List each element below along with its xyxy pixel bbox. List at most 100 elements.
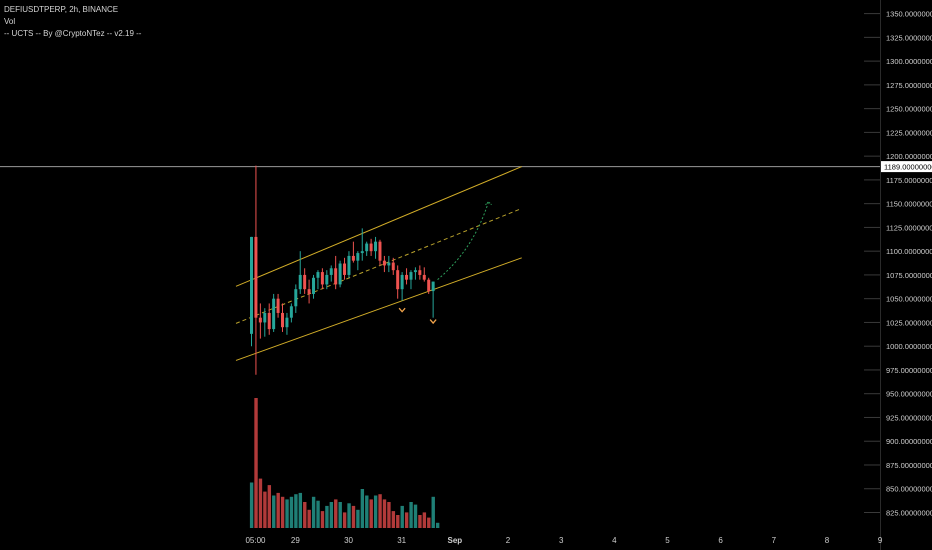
volume-bar xyxy=(360,489,365,528)
candle-body[interactable] xyxy=(427,279,431,292)
candle-body[interactable] xyxy=(405,274,409,280)
channel-upper-line[interactable] xyxy=(235,166,522,287)
y-tick-label: 1125.00000000 xyxy=(886,223,932,232)
volume-bar xyxy=(422,512,427,528)
candle-body[interactable] xyxy=(303,274,307,290)
candle-body[interactable] xyxy=(431,281,435,292)
candle-body[interactable] xyxy=(338,263,342,285)
candle-body[interactable] xyxy=(254,236,258,318)
volume-bar xyxy=(298,492,303,528)
candle-body[interactable] xyxy=(285,317,289,328)
candle-body[interactable] xyxy=(409,272,413,280)
y-tick-label: 1025.00000000 xyxy=(886,318,932,327)
candle-body[interactable] xyxy=(325,274,329,285)
x-tick-label: 5 xyxy=(665,536,670,545)
volume-bar xyxy=(391,511,396,528)
volume-bar xyxy=(258,478,263,528)
candle-body[interactable] xyxy=(320,272,324,285)
candle-body[interactable] xyxy=(351,255,355,261)
candle-body[interactable] xyxy=(382,260,386,266)
candle-body[interactable] xyxy=(250,236,253,334)
candle-body[interactable] xyxy=(281,312,285,328)
x-tick-label: 4 xyxy=(612,536,617,545)
volume-bar xyxy=(280,496,285,528)
candle-body[interactable] xyxy=(356,253,360,261)
volume-bar xyxy=(427,517,431,528)
volume-label[interactable]: Vol xyxy=(4,17,16,26)
channel-middle-line[interactable] xyxy=(235,208,520,324)
candle-body[interactable] xyxy=(396,270,400,290)
volume-bar xyxy=(373,495,378,528)
y-tick-label: 1050.00000000 xyxy=(886,295,932,304)
symbol-label[interactable]: DEFIUSDTPERP, 2h, BINANCE xyxy=(4,5,119,14)
y-tick-label: 900.00000000 xyxy=(886,437,932,446)
y-tick-label: 1250.00000000 xyxy=(886,105,932,114)
candle-body[interactable] xyxy=(298,274,302,290)
candle-body[interactable] xyxy=(289,306,293,318)
chevron-down-icon xyxy=(398,307,406,313)
volume-bar xyxy=(320,511,325,528)
candle-body[interactable] xyxy=(329,268,333,275)
candle-body[interactable] xyxy=(360,251,364,254)
volume-bar xyxy=(351,505,356,528)
y-tick-label: 925.00000000 xyxy=(886,413,932,422)
y-tick-label: 1300.00000000 xyxy=(886,57,932,66)
y-tick-label: 975.00000000 xyxy=(886,366,932,375)
y-tick-label: 1200.00000000 xyxy=(886,152,932,161)
candle-body[interactable] xyxy=(307,289,311,294)
x-tick-label: 7 xyxy=(772,536,777,545)
candle-body[interactable] xyxy=(316,272,320,278)
y-tick-label: 1350.00000000 xyxy=(886,10,932,19)
volume-bar xyxy=(294,494,298,528)
volume-bar xyxy=(303,502,307,528)
candle-body[interactable] xyxy=(263,312,267,323)
volume-bar xyxy=(409,502,413,528)
volume-bar xyxy=(400,505,404,528)
candle-body[interactable] xyxy=(347,255,351,275)
price-tag xyxy=(881,161,932,173)
candle-body[interactable] xyxy=(369,243,373,252)
volume-bar xyxy=(404,512,409,528)
volume-bar xyxy=(249,482,254,528)
candle-body[interactable] xyxy=(267,312,271,330)
y-tick-label: 1225.00000000 xyxy=(886,128,932,137)
candle-body[interactable] xyxy=(391,262,395,271)
x-tick-label: 30 xyxy=(344,536,353,545)
candle-body[interactable] xyxy=(343,263,347,275)
candle-body[interactable] xyxy=(413,270,417,273)
projection-path xyxy=(437,201,489,281)
indicator-label[interactable]: -- UCTS -- By @CryptoNTez -- v2.19 -- xyxy=(4,29,142,38)
candle-body[interactable] xyxy=(374,241,378,252)
volume-bar xyxy=(431,496,435,528)
candle-body[interactable] xyxy=(276,298,280,313)
volume-bar xyxy=(338,502,342,528)
candle-body[interactable] xyxy=(272,298,276,330)
candle-body[interactable] xyxy=(422,274,426,280)
candle-body[interactable] xyxy=(387,262,391,266)
volume-bar xyxy=(418,515,422,528)
volume-bar xyxy=(254,398,258,528)
candle-body[interactable] xyxy=(258,317,262,323)
volume-bar xyxy=(289,496,294,528)
volume-bar xyxy=(325,505,329,528)
candle-body[interactable] xyxy=(365,243,369,252)
candle-body[interactable] xyxy=(378,241,382,261)
channel-lower-line[interactable] xyxy=(235,257,522,361)
price-tag-label: 1189.00000000 xyxy=(884,163,932,172)
volume-bar xyxy=(272,495,276,528)
y-tick-label: 875.00000000 xyxy=(886,461,932,470)
candle-body[interactable] xyxy=(334,268,338,285)
volume-bar xyxy=(387,502,391,528)
candle-body[interactable] xyxy=(418,270,422,275)
x-tick-label: 9 xyxy=(878,536,883,545)
volume-bar xyxy=(435,522,440,528)
volume-bar xyxy=(413,504,418,528)
volume-bar xyxy=(347,503,351,528)
candle-body[interactable] xyxy=(400,274,404,290)
volume-bar xyxy=(396,515,400,528)
candle-body[interactable] xyxy=(312,277,316,294)
x-tick-label: 2 xyxy=(506,536,511,545)
chart-legend: DEFIUSDTPERP, 2h, BINANCE Vol -- UCTS --… xyxy=(4,4,141,40)
candle-body[interactable] xyxy=(294,289,298,307)
